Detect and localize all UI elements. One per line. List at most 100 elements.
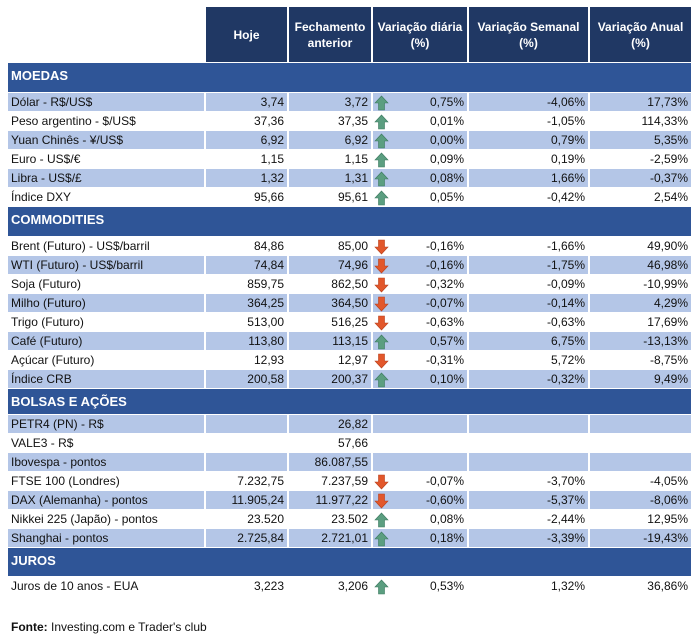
value-variacao-semanal <box>468 452 590 472</box>
value-variacao-semanal: 1,66% <box>468 168 590 188</box>
value-hoje: 74,84 <box>205 255 289 275</box>
value-fechamento-anterior: 95,61 <box>288 187 373 207</box>
row-label: FTSE 100 (Londres) <box>8 471 206 491</box>
value-fechamento-anterior: 200,37 <box>288 369 373 389</box>
value-variacao-diaria: 0,57% <box>429 334 464 348</box>
value-hoje: 3,223 <box>205 576 289 596</box>
value-fechamento-anterior: 3,72 <box>288 92 373 112</box>
value-hoje: 37,36 <box>205 111 289 131</box>
table-row: Euro - US$/€ 1,15 1,15 0,09% 0,19% -2,59% <box>8 149 691 169</box>
value-variacao-diaria: 0,00% <box>429 133 464 147</box>
section-header-bolsas-e-a-es: BOLSAS E AÇÕES <box>8 388 691 415</box>
arrow-up-icon <box>374 531 389 547</box>
cell-variacao-diaria: 0,08% <box>372 509 469 529</box>
value-variacao-semanal: 5,72% <box>468 350 590 370</box>
value-variacao-anual: -8,75% <box>589 350 691 370</box>
cell-variacao-diaria: 0,57% <box>372 331 469 351</box>
cell-variacao-diaria: -0,32% <box>372 274 469 294</box>
value-hoje: 84,86 <box>205 236 289 256</box>
value-hoje: 513,00 <box>205 312 289 332</box>
arrow-down-icon <box>374 353 389 369</box>
value-fechamento-anterior: 516,25 <box>288 312 373 332</box>
value-variacao-semanal: -1,75% <box>468 255 590 275</box>
arrow-down-icon <box>374 277 389 293</box>
table-row: Índice DXY 95,66 95,61 0,05% -0,42% 2,54% <box>8 187 691 207</box>
value-variacao-anual: -2,59% <box>589 149 691 169</box>
cell-variacao-diaria: -0,16% <box>372 255 469 275</box>
row-label: Índice DXY <box>8 187 206 207</box>
value-variacao-anual: 2,54% <box>589 187 691 207</box>
source-note: Fonte: Investing.com e Trader's club <box>11 620 207 634</box>
value-hoje: 23.520 <box>205 509 289 529</box>
value-variacao-diaria: -0,32% <box>425 277 464 291</box>
value-fechamento-anterior: 3,206 <box>288 576 373 596</box>
value-variacao-anual: 17,69% <box>589 312 691 332</box>
cell-variacao-diaria: 0,08% <box>372 168 469 188</box>
header-variacao-anual: Variação Anual (%) <box>589 7 691 63</box>
table-row: Juros de 10 anos - EUA 3,223 3,206 0,53% 1,3… <box>8 576 691 596</box>
value-variacao-anual <box>589 452 691 472</box>
value-variacao-semanal: -4,06% <box>468 92 590 112</box>
value-variacao-anual: -8,06% <box>589 490 691 510</box>
arrow-up-icon <box>374 579 389 595</box>
row-label: Soja (Futuro) <box>8 274 206 294</box>
row-label: Dólar - R$/US$ <box>8 92 206 112</box>
value-hoje: 3,74 <box>205 92 289 112</box>
value-hoje: 859,75 <box>205 274 289 294</box>
value-variacao-diaria: -0,16% <box>425 258 464 272</box>
section-header-juros: JUROS <box>8 547 691 577</box>
row-label: Café (Futuro) <box>8 331 206 351</box>
value-variacao-anual: 49,90% <box>589 236 691 256</box>
value-variacao-diaria: 0,10% <box>429 372 464 386</box>
arrow-down-icon <box>374 258 389 274</box>
row-label: Shanghai - pontos <box>8 528 206 548</box>
header-label-blank <box>8 7 206 63</box>
value-variacao-anual <box>589 433 691 453</box>
value-fechamento-anterior: 7.237,59 <box>288 471 373 491</box>
value-variacao-diaria: -0,63% <box>425 315 464 329</box>
value-variacao-diaria: -0,16% <box>425 239 464 253</box>
value-variacao-semanal: -1,05% <box>468 111 590 131</box>
table-row: Ibovespa - pontos 86.087,55 <box>8 452 691 472</box>
header-row: Hoje Fechamento anterior Variação diária… <box>8 7 691 63</box>
arrow-down-icon <box>374 296 389 312</box>
value-variacao-anual: -13,13% <box>589 331 691 351</box>
value-fechamento-anterior: 1,31 <box>288 168 373 188</box>
arrow-up-icon <box>374 152 389 168</box>
value-hoje: 113,80 <box>205 331 289 351</box>
cell-variacao-diaria: 0,75% <box>372 92 469 112</box>
value-hoje <box>205 433 289 453</box>
value-hoje <box>205 414 289 434</box>
value-variacao-semanal: -2,44% <box>468 509 590 529</box>
arrow-up-icon <box>374 190 389 206</box>
value-fechamento-anterior: 862,50 <box>288 274 373 294</box>
value-variacao-semanal: -0,42% <box>468 187 590 207</box>
arrow-up-icon <box>374 114 389 130</box>
arrow-down-icon <box>374 239 389 255</box>
value-variacao-anual: 17,73% <box>589 92 691 112</box>
row-label: Euro - US$/€ <box>8 149 206 169</box>
value-variacao-diaria: 0,08% <box>429 171 464 185</box>
section-header-moedas: MOEDAS <box>8 62 691 93</box>
value-variacao-anual <box>589 414 691 434</box>
value-fechamento-anterior: 86.087,55 <box>288 452 373 472</box>
value-hoje: 1,32 <box>205 168 289 188</box>
table-row: Café (Futuro) 113,80 113,15 0,57% 6,75% -13,1… <box>8 331 691 351</box>
value-fechamento-anterior: 364,50 <box>288 293 373 313</box>
value-variacao-semanal: 1,32% <box>468 576 590 596</box>
row-label: Milho (Futuro) <box>8 293 206 313</box>
value-variacao-semanal: -5,37% <box>468 490 590 510</box>
row-label: Brent (Futuro) - US$/barril <box>8 236 206 256</box>
section-title: MOEDAS <box>8 62 691 93</box>
table-row: Peso argentino - $/US$ 37,36 37,35 0,01% -1,… <box>8 111 691 131</box>
value-hoje: 6,92 <box>205 130 289 150</box>
table-row: Milho (Futuro) 364,25 364,50 -0,07% -0,14% 4,… <box>8 293 691 313</box>
value-variacao-anual: -19,43% <box>589 528 691 548</box>
table-row: Dólar - R$/US$ 3,74 3,72 0,75% -4,06% 17,73% <box>8 92 691 112</box>
value-variacao-semanal: 0,79% <box>468 130 590 150</box>
row-label: Yuan Chinês - ¥/US$ <box>8 130 206 150</box>
value-hoje: 95,66 <box>205 187 289 207</box>
value-variacao-semanal <box>468 433 590 453</box>
arrow-up-icon <box>374 512 389 528</box>
value-fechamento-anterior: 11.977,22 <box>288 490 373 510</box>
